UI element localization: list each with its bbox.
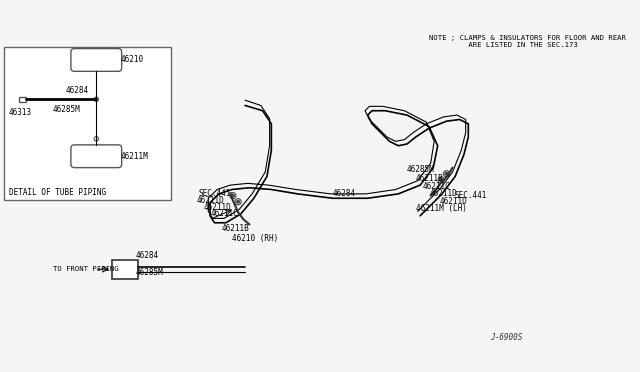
- Text: 46211C: 46211C: [423, 182, 451, 190]
- Circle shape: [230, 193, 236, 199]
- FancyBboxPatch shape: [71, 49, 122, 71]
- Text: 46285M: 46285M: [136, 268, 163, 277]
- Text: 46211M: 46211M: [121, 152, 148, 161]
- Circle shape: [235, 199, 241, 205]
- Circle shape: [445, 173, 448, 175]
- Text: 46284: 46284: [66, 86, 89, 95]
- Circle shape: [94, 137, 99, 141]
- FancyBboxPatch shape: [112, 260, 138, 279]
- Text: NOTE ; CLAMPS & INSULATORS FOR FLOOR AND REAR
         ARE LISTED IN THE SEC.173: NOTE ; CLAMPS & INSULATORS FOR FLOOR AND…: [429, 35, 626, 48]
- Text: DETAIL OF TUBE PIPING: DETAIL OF TUBE PIPING: [9, 187, 106, 196]
- Text: 46211D: 46211D: [197, 196, 225, 205]
- Text: J-6900S: J-6900S: [490, 333, 523, 342]
- Text: 46210: 46210: [121, 55, 144, 64]
- Text: 46210 (RH): 46210 (RH): [232, 234, 278, 243]
- Circle shape: [237, 201, 239, 203]
- Text: SEC.441: SEC.441: [198, 189, 231, 198]
- Circle shape: [444, 171, 449, 177]
- Circle shape: [94, 97, 99, 102]
- Text: 46211D: 46211D: [430, 189, 458, 198]
- Text: 46284: 46284: [333, 189, 356, 198]
- Text: TO FRONT PIPING: TO FRONT PIPING: [52, 266, 118, 272]
- Bar: [4, 47, 171, 200]
- Text: 46211M (LH): 46211M (LH): [416, 204, 467, 213]
- Text: 46285M: 46285M: [52, 106, 80, 115]
- Text: 46313: 46313: [9, 108, 32, 117]
- Text: 46211D: 46211D: [440, 197, 467, 206]
- Circle shape: [440, 179, 442, 181]
- Circle shape: [232, 194, 234, 197]
- Text: 46285M: 46285M: [406, 165, 434, 174]
- Bar: [19, 97, 26, 102]
- Text: 46284: 46284: [136, 250, 159, 260]
- Text: SEC.441: SEC.441: [454, 191, 486, 200]
- Circle shape: [438, 177, 444, 183]
- Text: 46211B: 46211B: [416, 174, 444, 183]
- Text: 46211D: 46211D: [204, 202, 232, 212]
- Text: 46211C: 46211C: [211, 209, 239, 218]
- FancyBboxPatch shape: [71, 145, 122, 168]
- Text: 46211B: 46211B: [221, 224, 249, 232]
